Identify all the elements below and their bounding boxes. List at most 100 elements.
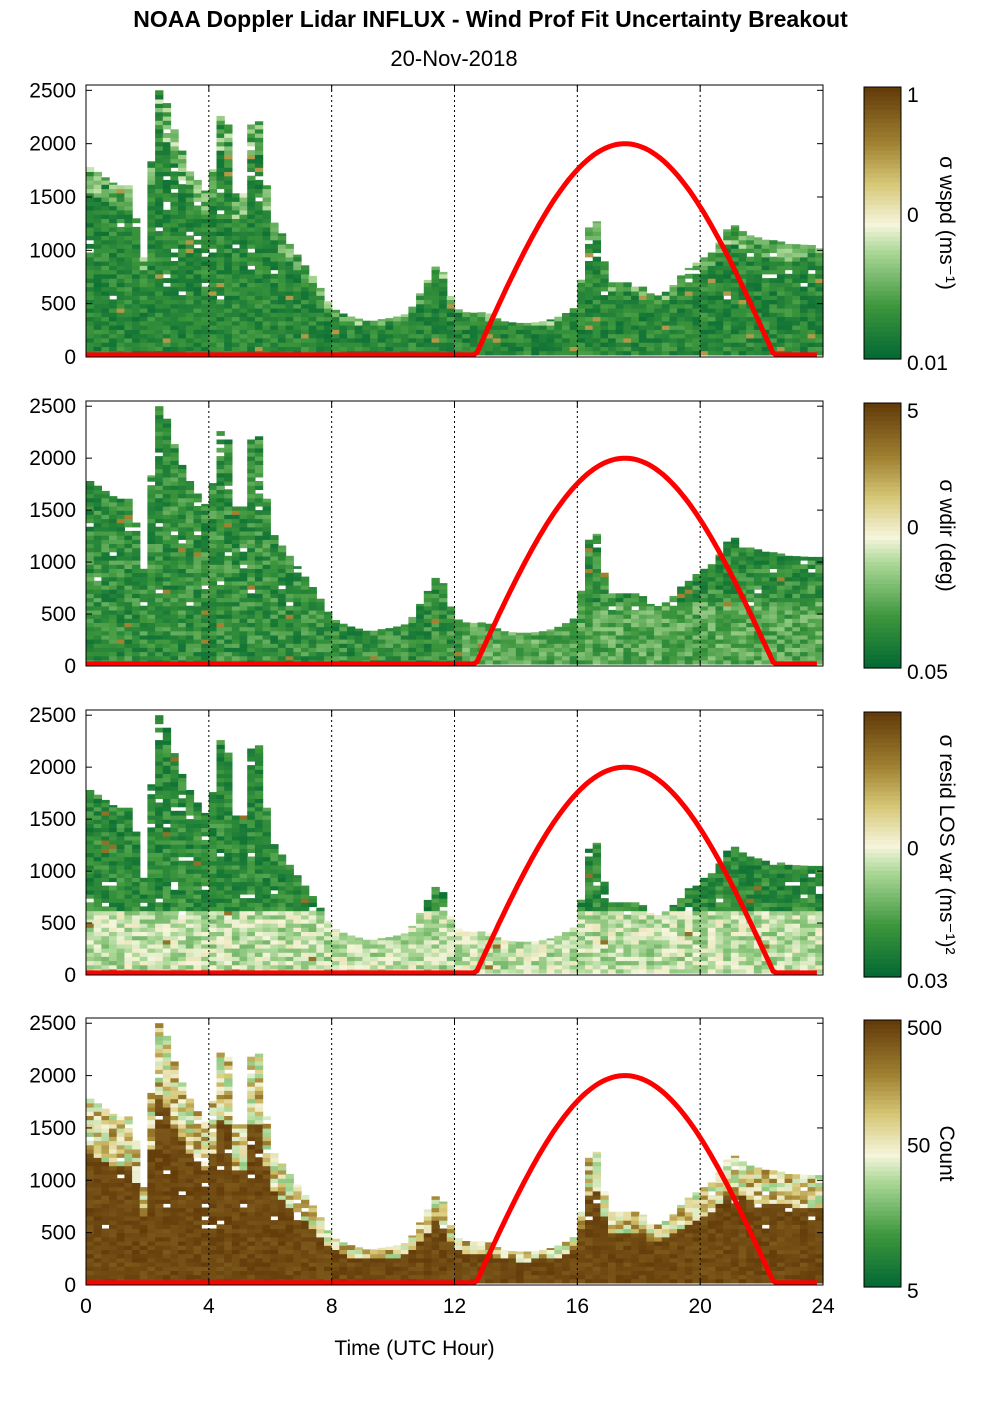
- heatmap-cell: [715, 622, 724, 628]
- heatmap-cell: [354, 346, 363, 352]
- heatmap-cell: [216, 472, 225, 478]
- heatmap-cell: [239, 218, 248, 224]
- heatmap-cell: [162, 443, 172, 449]
- heatmap-cell: [500, 350, 509, 356]
- heatmap-cell: [723, 605, 732, 611]
- heatmap-cell: [776, 256, 786, 262]
- heatmap-cell: [792, 580, 801, 586]
- colorbar-segment: [864, 531, 901, 537]
- heatmap-cell: [231, 510, 241, 515]
- heatmap-cell: [155, 299, 164, 305]
- heatmap-cell: [631, 630, 640, 636]
- heatmap-cell: [585, 243, 594, 249]
- heatmap-cell: [116, 252, 125, 258]
- heatmap-cell: [155, 572, 164, 578]
- heatmap-cell: [562, 350, 571, 356]
- heatmap-cell: [162, 501, 172, 507]
- heatmap-cell: [124, 593, 133, 599]
- heatmap-cell: [577, 286, 586, 292]
- heatmap-cell: [224, 299, 233, 305]
- heatmap-cell: [147, 647, 156, 653]
- heatmap-cell: [155, 422, 164, 428]
- heatmap-cell: [254, 154, 264, 160]
- heatmap-cell: [193, 325, 202, 330]
- heatmap-cell: [239, 329, 248, 335]
- heatmap-cell: [208, 485, 218, 490]
- heatmap-cell: [162, 342, 172, 347]
- heatmap-cell: [761, 601, 770, 607]
- heatmap-cell: [301, 618, 310, 623]
- heatmap-cell: [109, 572, 118, 578]
- colorbar-segment: [864, 236, 901, 242]
- heatmap-cell: [208, 316, 218, 322]
- colorbar-segment: [864, 327, 901, 333]
- heatmap-cell: [538, 350, 548, 356]
- heatmap-cell: [707, 593, 717, 599]
- heatmap-cell: [654, 643, 663, 648]
- heatmap-cell: [753, 278, 763, 283]
- heatmap-cell: [508, 337, 517, 343]
- heatmap-cell: [247, 456, 256, 461]
- heatmap-cell: [608, 320, 617, 326]
- heatmap-cell: [101, 815, 110, 820]
- heatmap-cell: [178, 273, 187, 279]
- heatmap-cell: [661, 634, 671, 640]
- heatmap-cell: [776, 626, 786, 632]
- heatmap-cell: [285, 248, 294, 254]
- heatmap-cell: [93, 794, 102, 799]
- heatmap-cell: [761, 278, 770, 283]
- y-tick-label: 1000: [29, 551, 76, 574]
- heatmap-cell: [178, 634, 187, 640]
- heatmap-cell: [116, 927, 125, 932]
- heatmap-cell: [285, 286, 294, 292]
- heatmap-cell: [600, 572, 609, 578]
- heatmap-cell: [216, 439, 225, 445]
- heatmap-cell: [462, 651, 471, 657]
- heatmap-cell: [715, 316, 724, 322]
- heatmap-cell: [707, 639, 717, 644]
- heatmap-cell: [761, 568, 770, 574]
- heatmap-cell: [477, 622, 486, 628]
- heatmap-cell: [86, 346, 95, 352]
- heatmap-cell: [339, 337, 348, 343]
- heatmap-cell: [247, 286, 256, 292]
- heatmap-cell: [423, 655, 433, 661]
- heatmap-cell: [707, 265, 717, 271]
- heatmap-cell: [707, 316, 717, 322]
- heatmap-cell: [208, 273, 218, 279]
- heatmap-cell: [201, 651, 210, 657]
- heatmap-cell: [124, 655, 133, 661]
- heatmap-cell: [155, 493, 164, 499]
- heatmap-cell: [776, 329, 786, 335]
- heatmap-cell: [285, 295, 294, 300]
- heatmap-cell: [185, 337, 195, 343]
- heatmap-cell: [454, 634, 463, 640]
- heatmap-cell: [585, 320, 594, 326]
- heatmap-cell: [577, 346, 586, 352]
- heatmap-cell: [677, 299, 686, 305]
- heatmap-cell: [162, 481, 172, 486]
- heatmap-cell: [170, 201, 179, 207]
- heatmap-cell: [385, 643, 394, 648]
- heatmap-cell: [592, 547, 601, 553]
- heatmap-cell: [293, 316, 302, 322]
- heatmap-cell: [707, 643, 717, 648]
- heatmap-cell: [185, 329, 195, 335]
- heatmap-cell: [569, 647, 578, 653]
- heatmap-cell: [132, 572, 141, 578]
- heatmap-cell: [132, 333, 141, 339]
- heatmap-cell: [101, 333, 110, 339]
- heatmap-cell: [592, 551, 601, 557]
- heatmap-cell: [155, 614, 164, 619]
- colorbar-segment: [864, 650, 901, 656]
- heatmap-cell: [247, 158, 256, 164]
- heatmap-cell: [562, 639, 571, 644]
- heatmap-cell: [577, 655, 586, 661]
- colorbar-segment: [864, 354, 901, 360]
- heatmap-cell: [262, 643, 271, 648]
- heatmap-cell: [615, 659, 624, 665]
- heatmap-cell: [800, 329, 809, 335]
- heatmap-cell: [592, 273, 601, 279]
- colorbar-segment: [864, 557, 901, 563]
- heatmap-cell: [170, 609, 179, 615]
